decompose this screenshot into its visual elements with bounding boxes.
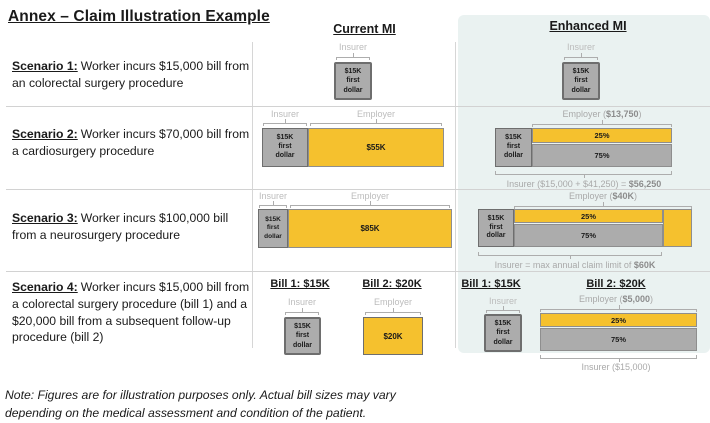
employer-25pct-band: 25% (514, 209, 663, 223)
scenario-4-label: Scenario 4: (12, 280, 78, 294)
employer-amount-label: Employer ($5,000) (578, 294, 654, 304)
column-divider-right (455, 42, 456, 348)
bill-1-header: Bill 1: $15K (270, 278, 330, 290)
scenario-4-text: Worker incurs $15,000 bill from a colore… (12, 280, 250, 345)
first-dollar-box: $15K first dollar (334, 62, 372, 100)
insurer-limit-label: Insurer = max annual claim limit of $60K (494, 260, 656, 270)
row-divider-3 (6, 271, 710, 272)
scenario-1-description: Scenario 1: Worker incurs $15,000 bill fr… (12, 58, 252, 92)
bracket (514, 202, 692, 210)
bracket (285, 308, 319, 316)
insurer-amount-label: Insurer ($15,000) (581, 362, 651, 372)
employer-label: Employer (356, 109, 395, 119)
bracket (532, 120, 672, 128)
first-dollar-segment: $15K first dollar (478, 209, 514, 247)
bill-1-header: Bill 1: $15K (461, 278, 521, 290)
employer-amount-label: Employer ($40K) (568, 191, 638, 201)
insurer-75pct-band: 75% (540, 328, 697, 351)
employer-paid-bar: $85K (288, 209, 452, 248)
bracket (336, 53, 370, 61)
scenario-2-label: Scenario 2: (12, 127, 78, 141)
insurer-label: Insurer (270, 109, 299, 119)
first-dollar-segment: $15K first dollar (262, 128, 308, 167)
employer-25pct-band: 25% (532, 128, 672, 143)
insurer-label: Insurer (287, 297, 316, 307)
insurer-75pct-band: 75% (514, 224, 663, 247)
scenario-1-label: Scenario 1: (12, 59, 78, 73)
row-divider-1 (6, 106, 710, 107)
bracket (310, 119, 442, 127)
employer-label: Employer (350, 191, 389, 201)
scenario-4-description: Scenario 4: Worker incurs $15,000 bill fr… (12, 279, 252, 346)
insurer-label: Insurer (258, 191, 287, 201)
employer-label: Employer (373, 297, 412, 307)
scenario-2-text: Worker incurs $70,000 bill from a cardio… (12, 127, 250, 158)
insurer-label: Insurer (566, 42, 595, 52)
first-dollar-box: $15K first dollar (284, 317, 321, 355)
column-header-current-mi: Current MI (333, 22, 396, 36)
bracket (263, 119, 307, 127)
first-dollar-box: $15K first dollar (484, 314, 522, 352)
bracket (540, 305, 697, 313)
employer-amount-label: Employer ($13,750) (562, 109, 642, 119)
scenario-3-label: Scenario 3: (12, 211, 78, 225)
footnote: Note: Figures are for illustration purpo… (5, 388, 396, 420)
employer-paid-box: $20K (363, 317, 423, 355)
scenario-2-description: Scenario 2: Worker incurs $70,000 bill fr… (12, 126, 252, 160)
scenario-3-description: Scenario 3: Worker incurs $100,000 bill f… (12, 210, 252, 244)
column-divider-left (252, 42, 253, 348)
scenario-1-text: Worker incurs $15,000 bill from an color… (12, 59, 250, 90)
bracket (478, 251, 662, 259)
bracket (290, 201, 450, 209)
bracket (486, 306, 520, 314)
insurer-75pct-band: 75% (532, 144, 672, 167)
page-title: Annex – Claim Illustration Example (8, 8, 270, 25)
bracket (564, 53, 598, 61)
employer-paid-bar: $55K (308, 128, 444, 167)
bill-2-header: Bill 2: $20K (586, 278, 646, 290)
bracket (495, 170, 672, 178)
insurer-total-label: Insurer ($15,000 + $41,250) = $56,250 (506, 179, 662, 189)
insurer-label: Insurer (338, 42, 367, 52)
first-dollar-segment: $15K first dollar (495, 128, 532, 167)
bracket (259, 201, 287, 209)
bill-2-header: Bill 2: $20K (362, 278, 422, 290)
bracket (365, 308, 421, 316)
employer-excess-block (663, 209, 692, 247)
column-header-enhanced-mi: Enhanced MI (549, 19, 627, 33)
scenario-3-text: Worker incurs $100,000 bill from a neuro… (12, 211, 229, 242)
bracket (540, 354, 697, 362)
row-divider-2 (6, 189, 710, 190)
employer-25pct-band: 25% (540, 313, 697, 327)
first-dollar-box: $15K first dollar (562, 62, 600, 100)
first-dollar-segment: $15K first dollar (258, 209, 288, 248)
insurer-label: Insurer (488, 296, 517, 306)
